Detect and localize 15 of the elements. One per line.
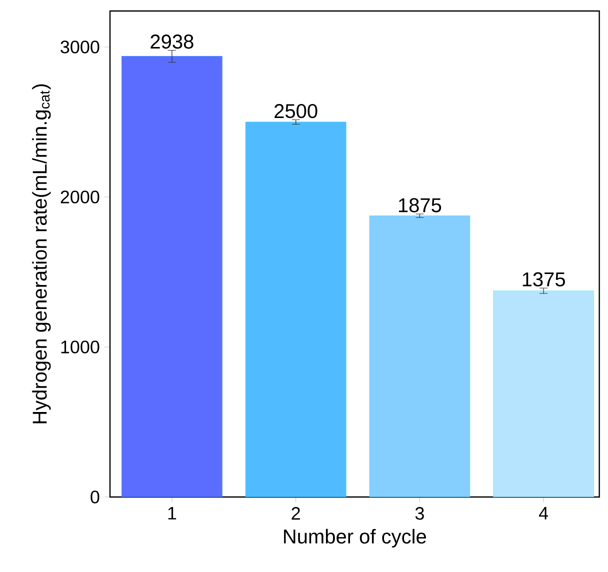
data-label: 2500 — [274, 104, 318, 118]
data-label: 2938 — [150, 34, 194, 49]
y-tick-label: 3000 — [60, 40, 100, 54]
x-tick-label: 2 — [292, 507, 300, 520]
x-axis-title: Number of cycle — [284, 528, 426, 548]
y-axis-title: Hydrogen generation rate(mL/min.g$_{cat}$) — [32, 84, 51, 424]
y-tick-label: 1000 — [61, 340, 100, 354]
y-tick-label: 0 — [90, 490, 100, 504]
x-tick-label: 1 — [168, 507, 176, 520]
data-label: 1875 — [398, 198, 442, 212]
x-tick-label: 4 — [538, 507, 548, 520]
bar — [493, 290, 594, 497]
y-tick-label: 2000 — [60, 190, 100, 204]
data-label: 1375 — [522, 272, 565, 286]
x-tick-label: 3 — [415, 507, 424, 520]
